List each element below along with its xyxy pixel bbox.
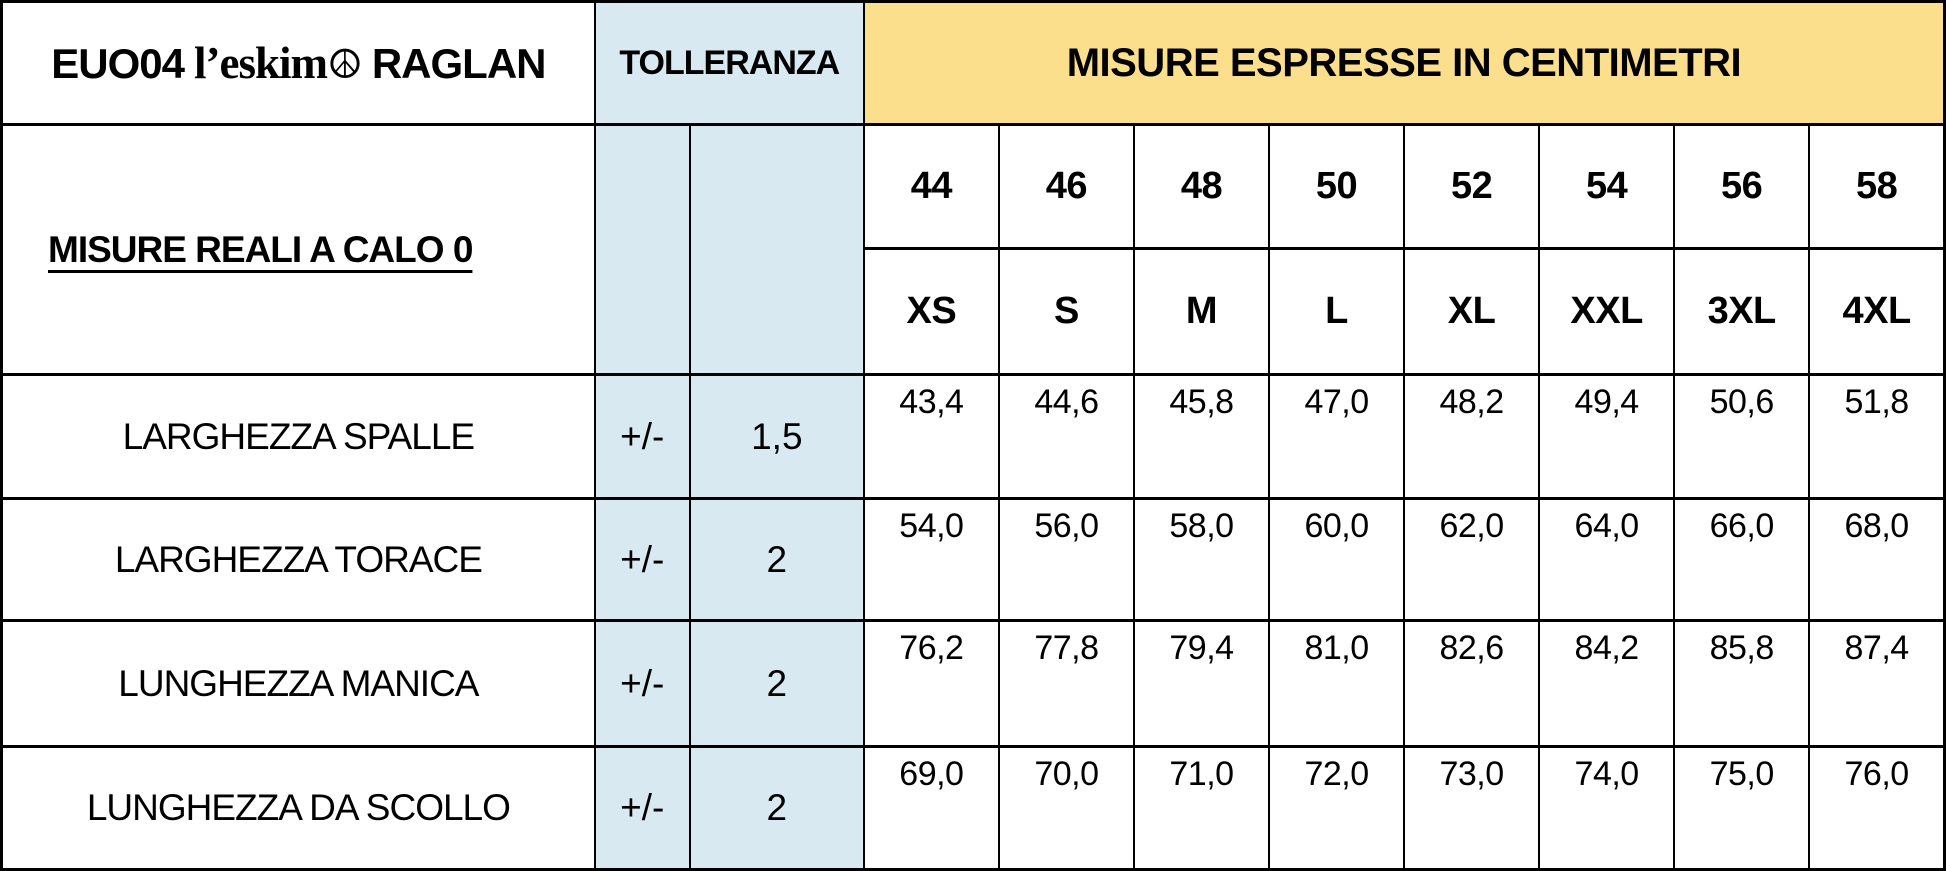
measure-value-cell: 76,2 [862,619,1000,748]
tolerance-value-cell: 2 [688,745,865,871]
size-letter-cell: XS [862,247,1000,376]
tolerance-value-cell: 2 [688,619,865,748]
measure-row-larghezza-torace: LARGHEZZA TORACE +/- 2 54,0 56,0 58,0 60… [0,497,1946,622]
measure-value-cell: 60,0 [1268,497,1406,622]
measure-value-cell: 75,0 [1673,745,1811,871]
measure-value-cell: 56,0 [997,497,1135,622]
size-letter-cell: XL [1403,247,1541,376]
tolerance-sign-cell: +/- [593,619,691,748]
size-number-cell: 58 [1808,123,1946,250]
peace-icon: ☮ [326,42,363,88]
measure-value-cell: 87,4 [1808,619,1946,748]
measure-value-cell: 47,0 [1268,373,1406,500]
size-letters-row: XS S M L XL XXL 3XL 4XL [2,247,1946,376]
measure-value-cell: 73,0 [1403,745,1541,871]
size-letter-cell: M [1132,247,1271,376]
measure-value-cell: 54,0 [862,497,1000,622]
size-letter-cell: S [997,247,1135,376]
row-label: LUNGHEZZA DA SCOLLO [0,745,596,871]
row-label: LUNGHEZZA MANICA [0,619,596,748]
size-letter-cell: XXL [1538,247,1676,376]
title-style-name: RAGLAN [371,40,547,87]
measure-value-cell: 81,0 [1268,619,1406,748]
measure-value-cell: 77,8 [997,619,1135,748]
title-model-code: EUO04 [51,40,185,87]
measure-value-cell: 79,4 [1132,619,1271,748]
measure-value-cell: 64,0 [1538,497,1676,622]
header-row: EUO04 l’eskim☮ RAGLAN TOLLERANZA MISURE ES… [0,0,1946,126]
measure-value-cell: 82,6 [1403,619,1541,748]
real-measures-label: MISURE REALI A CALO 0 [0,123,596,376]
measure-value-cell: 44,6 [997,373,1135,500]
row-label: LARGHEZZA TORACE [0,497,596,622]
tolerance-sign-cell: +/- [593,745,691,871]
size-numbers-row: MISURE REALI A CALO 0 44 46 48 50 52 54 … [0,123,1946,376]
tolerance-sign-cell: +/- [593,497,691,622]
title-cell: EUO04 l’eskim☮ RAGLAN [0,0,596,126]
size-number-cell: 56 [1673,123,1811,250]
measure-value-cell: 68,0 [1808,497,1946,622]
size-number-cell: 50 [1268,123,1406,250]
measure-value-cell: 49,4 [1538,373,1676,500]
tolerance-value-cell: 2 [688,497,865,622]
size-number-cell: 54 [1538,123,1676,250]
brand-logo-text: l’eskim [193,38,328,88]
tolerance-sign-header-cell [593,123,691,376]
measure-value-cell: 48,2 [1403,373,1541,500]
measure-value-cell: 51,8 [1808,373,1946,500]
measure-value-cell: 71,0 [1132,745,1271,871]
tolerance-value-cell: 1,5 [688,373,865,500]
size-number-cell: 48 [1132,123,1271,250]
measure-row-lunghezza-da-scollo: LUNGHEZZA DA SCOLLO +/- 2 69,0 70,0 71,0… [0,745,1946,871]
measure-value-cell: 62,0 [1403,497,1541,622]
measure-row-larghezza-spalle: LARGHEZZA SPALLE +/- 1,5 43,4 44,6 45,8 … [0,373,1946,500]
size-letter-cell: 3XL [1673,247,1811,376]
measure-value-cell: 72,0 [1268,745,1406,871]
size-letter-cell: 4XL [1808,247,1946,376]
measure-value-cell: 43,4 [862,373,1000,500]
row-label: LARGHEZZA SPALLE [0,373,596,500]
measure-value-cell: 76,0 [1808,745,1946,871]
measure-row-lunghezza-manica: LUNGHEZZA MANICA +/- 2 76,2 77,8 79,4 81… [0,619,1946,748]
measure-value-cell: 70,0 [997,745,1135,871]
measures-header: MISURE ESPRESSE IN CENTIMETRI [862,0,1946,126]
measure-value-cell: 66,0 [1673,497,1811,622]
measure-value-cell: 69,0 [862,745,1000,871]
measure-value-cell: 58,0 [1132,497,1271,622]
size-number-cell: 44 [862,123,1000,250]
measure-value-cell: 45,8 [1132,373,1271,500]
tolerance-header: TOLLERANZA [593,0,865,126]
measure-value-cell: 85,8 [1673,619,1811,748]
size-letter-cell: L [1268,247,1406,376]
tolerance-value-header-cell [688,123,865,376]
measure-value-cell: 84,2 [1538,619,1676,748]
size-number-cell: 46 [997,123,1135,250]
tolerance-sign-cell: +/- [593,373,691,500]
size-number-cell: 52 [1403,123,1541,250]
measure-value-cell: 50,6 [1673,373,1811,500]
measure-value-cell: 74,0 [1538,745,1676,871]
